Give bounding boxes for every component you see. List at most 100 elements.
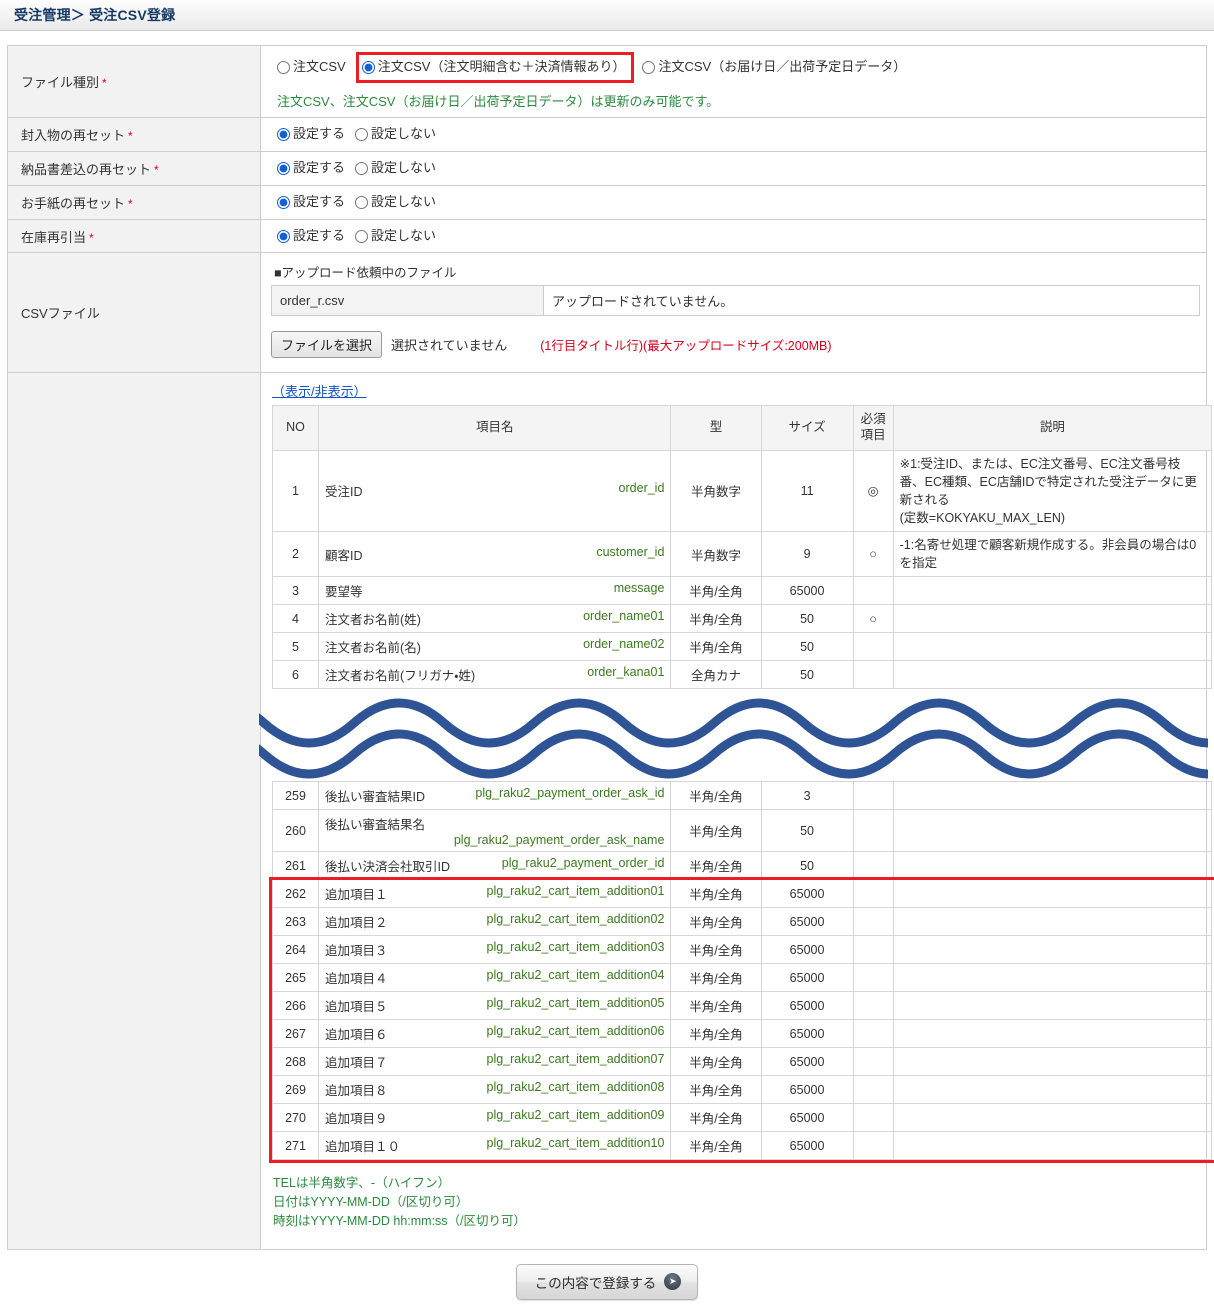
label-insert-reset: 封入物の再セット *	[7, 117, 261, 153]
item-name-ja: 追加項目２	[325, 916, 388, 931]
radio-label-stock-realloc-no: 設定しない	[371, 227, 437, 243]
radio-letter-reset-no[interactable]: 設定しない	[355, 192, 436, 213]
table-row: 266 plg_raku2_cart_item_addition05 追加項目５ 半角…	[271, 991, 1213, 1021]
cell-no: 266	[271, 991, 320, 1021]
cell-required: ◎	[852, 449, 894, 533]
table-row: 268 plg_raku2_cart_item_addition07 追加項目７ 半角…	[271, 1047, 1213, 1077]
label-invoice-reset-text: 納品書差込の再セット	[21, 161, 152, 177]
table-row: 265 plg_raku2_cart_item_addition04 追加項目４ 半角…	[271, 963, 1213, 993]
cell-size: 65000	[760, 1047, 854, 1077]
label-letter-reset: お手紙の再セット *	[7, 184, 261, 220]
radio-insert-reset-yes[interactable]: 設定する	[277, 124, 345, 145]
file-type-highlight-box: 注文CSV（注文明細含む＋決済情報あり）	[355, 52, 635, 83]
cell-required	[852, 907, 894, 937]
page-title: 受注管理＞ 受注CSV登録	[14, 7, 176, 23]
item-name-en: plg_raku2_cart_item_addition08	[486, 1080, 665, 1095]
cell-item-name: plg_raku2_cart_item_addition09 追加項目９	[318, 1103, 672, 1133]
field-letter-reset: 設定する 設定しない	[260, 184, 1207, 220]
cell-size: 50	[760, 632, 854, 662]
cell-item-name: order_id 受注ID	[318, 449, 672, 533]
format-notes: TELは半角数字、-（ハイフン） 日付はYYYY-MM-DD（/区切り可） 時刻はY…	[273, 1174, 1198, 1230]
cell-description: -1:名寄せ処理で顧客新規作成する。非会員の場合は0を指定	[892, 531, 1213, 578]
radio-file-type-2[interactable]: 注文CSV（お届け日／出荷予定日データ）	[642, 57, 906, 78]
cell-no: 4	[271, 604, 320, 634]
cell-description: ※1:受注ID、または、EC注文番号、EC注文番号枝番、EC種類、EC店舗IDで…	[892, 449, 1213, 533]
col-header-desc: 説明	[892, 405, 1213, 451]
format-note-line: 時刻はYYYY-MM-DD hh:mm:ss（/区切り可）	[273, 1213, 527, 1228]
cell-required	[852, 809, 894, 853]
cell-item-name: order_name02 注文者お名前(名)	[318, 632, 672, 662]
item-name-ja: 追加項目１０	[325, 1140, 401, 1155]
item-name-en: order_kana01	[587, 665, 665, 680]
cell-no: 263	[271, 907, 320, 937]
uploaded-file-status: アップロードされていません。	[543, 285, 1200, 317]
arrow-right-circle-icon: ➤	[664, 1273, 682, 1291]
radio-label-stock-realloc-yes: 設定する	[293, 227, 346, 243]
radio-input-invoice-reset-no[interactable]	[355, 161, 369, 175]
cell-size: 65000	[760, 1103, 854, 1133]
table-row: 269 plg_raku2_cart_item_addition08 追加項目８ 半角…	[271, 1075, 1213, 1105]
submit-register-button[interactable]: この内容で登録する ➤	[515, 1263, 699, 1300]
invoice-reset-radio-group: 設定する 設定しない	[269, 158, 1198, 179]
file-picker-row: ファイルを選択 選択されていません (1行目タイトル行)(最大アップロードサイズ…	[271, 331, 1198, 359]
spec-table-bottom-wrap: 259 plg_raku2_payment_order_ask_id 後払い審査結果…	[269, 781, 1214, 1163]
cell-required: ○	[852, 604, 894, 634]
label-letter-reset-text: お手紙の再セット	[21, 195, 126, 211]
cell-no: 264	[271, 935, 320, 965]
radio-file-type-0[interactable]: 注文CSV	[277, 57, 346, 78]
cell-type: 半角/全角	[670, 809, 762, 853]
col-header-req: 必須 項目	[852, 405, 894, 451]
form-row-invoice-reset: 納品書差込の再セット * 設定する 設定しない	[7, 151, 1207, 186]
table-row: 6 order_kana01 注文者お名前(フリガナ・姓) 全角カナ 50	[271, 660, 1213, 690]
cell-required	[852, 851, 894, 881]
radio-input-stock-realloc-yes[interactable]	[277, 229, 290, 243]
item-name-ja: 後払い審査結果名	[325, 818, 426, 833]
radio-stock-realloc-no[interactable]: 設定しない	[355, 226, 436, 247]
radio-input-letter-reset-no[interactable]	[355, 195, 369, 209]
cell-size: 65000	[760, 907, 854, 937]
table-row: 260 後払い審査結果名 plg_raku2_payment_order_ask_n…	[271, 809, 1213, 853]
cell-no: 259	[271, 781, 320, 811]
radio-stock-realloc-yes[interactable]: 設定する	[277, 226, 345, 247]
item-name-ja: 顧客ID	[325, 548, 363, 563]
spec-header-row: NO 項目名 型 サイズ 必須 項目 説明	[271, 405, 1213, 451]
required-asterisk: *	[128, 129, 133, 144]
cell-size: 65000	[760, 935, 854, 965]
radio-letter-reset-yes[interactable]: 設定する	[277, 192, 345, 213]
label-file-type: ファイル種別 *	[7, 44, 261, 119]
submit-button-label: この内容で登録する	[534, 1275, 657, 1291]
label-csv-file: CSVファイル	[7, 252, 261, 374]
radio-input-insert-reset-yes[interactable]	[277, 128, 290, 142]
cell-type: 半角/全角	[670, 1131, 762, 1161]
table-row: 4 order_name01 注文者お名前(姓) 半角/全角 50 ○	[271, 604, 1213, 634]
radio-input-invoice-reset-yes[interactable]	[277, 161, 290, 175]
submit-area: この内容で登録する ➤	[7, 1263, 1207, 1316]
cell-size: 50	[760, 660, 854, 690]
choose-file-button[interactable]: ファイルを選択	[271, 331, 383, 359]
radio-file-type-1[interactable]: 注文CSV（注文明細含む＋決済情報あり）	[361, 57, 625, 78]
radio-input-file-type-0[interactable]	[277, 60, 290, 74]
table-row: 259 plg_raku2_payment_order_ask_id 後払い審査結果…	[271, 781, 1213, 811]
radio-input-file-type-1[interactable]	[361, 60, 375, 74]
item-name-en: plg_raku2_cart_item_addition07	[486, 1052, 665, 1067]
toggle-visibility-link[interactable]: （表示/非表示）	[272, 384, 367, 400]
radio-input-file-type-2[interactable]	[642, 60, 656, 74]
item-name-ja: 追加項目５	[325, 1000, 388, 1015]
item-name-en: plg_raku2_payment_order_ask_id	[475, 786, 665, 801]
cell-size: 65000	[760, 1019, 854, 1049]
cell-description	[892, 632, 1213, 662]
radio-invoice-reset-yes[interactable]: 設定する	[277, 158, 345, 179]
wave-separator-icon	[259, 699, 1208, 779]
cell-no: 6	[271, 660, 320, 690]
cell-size: 3	[760, 781, 854, 811]
radio-input-letter-reset-yes[interactable]	[277, 195, 290, 209]
radio-input-stock-realloc-no[interactable]	[355, 229, 369, 243]
cell-required	[852, 576, 894, 606]
radio-invoice-reset-no[interactable]: 設定しない	[355, 158, 436, 179]
cell-size: 65000	[760, 1075, 854, 1105]
cell-required	[852, 879, 894, 909]
radio-insert-reset-no[interactable]: 設定しない	[355, 124, 436, 145]
cell-description	[892, 1103, 1213, 1133]
cell-description	[892, 851, 1213, 881]
radio-input-insert-reset-no[interactable]	[355, 128, 369, 142]
